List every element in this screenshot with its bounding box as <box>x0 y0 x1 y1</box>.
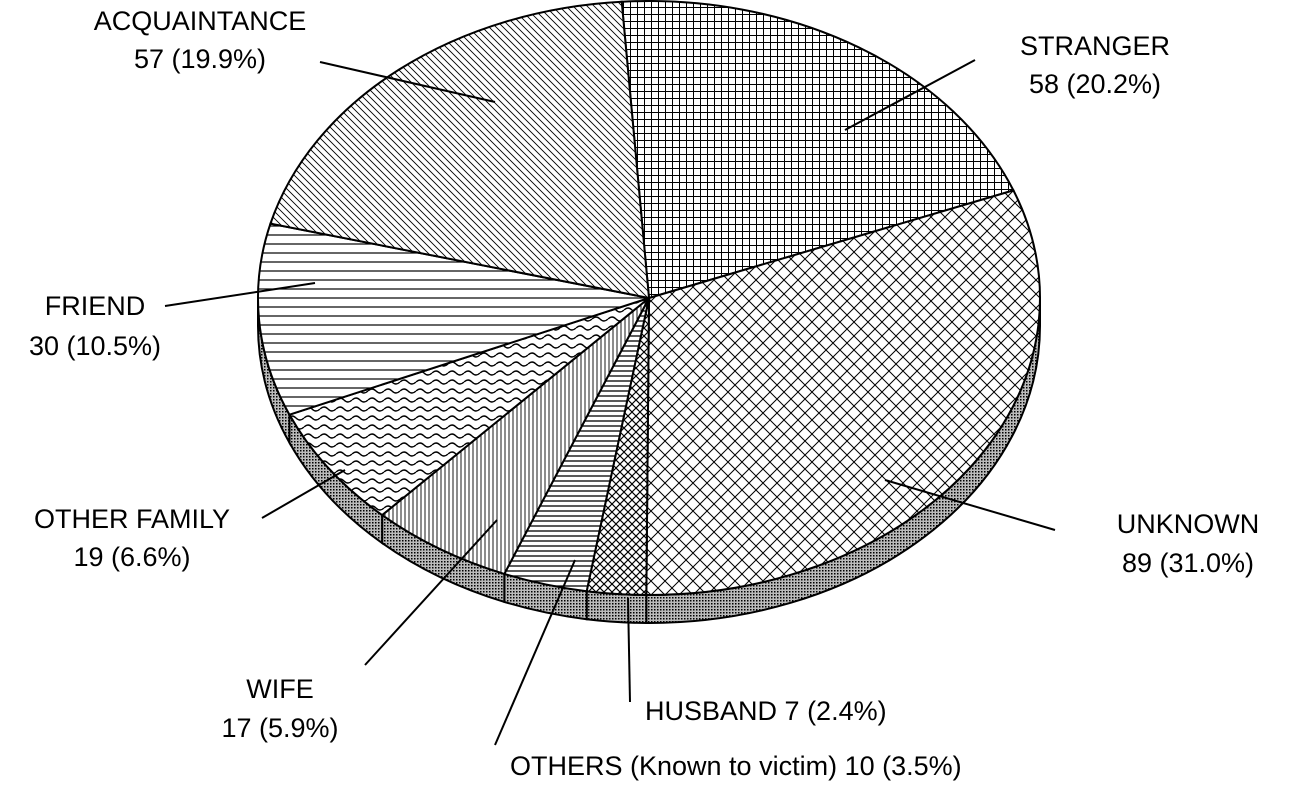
value-label: 58 (20.2%) <box>1029 69 1161 99</box>
slice <box>287 297 650 517</box>
leader-line <box>844 59 976 131</box>
value-label: 17 (5.9%) <box>221 713 338 743</box>
slice-label: HUSBAND 7 (2.4%) <box>645 696 887 726</box>
category-label: HUSBAND <box>645 696 777 726</box>
leader-line <box>319 61 496 103</box>
category-label: ACQUAINTANCE <box>94 6 307 36</box>
category-label: WIFE <box>246 674 314 704</box>
slice <box>269 0 651 300</box>
leader-line <box>364 519 498 666</box>
leader-line <box>261 469 346 519</box>
slice <box>380 297 650 576</box>
category-label: STRANGER <box>1020 31 1170 61</box>
labels: STRANGER 58 (20.2%) UNKNOWN 89 (31.0%) H… <box>29 6 1259 781</box>
slice <box>257 222 653 416</box>
value-label: 89 (31.0%) <box>1122 548 1254 578</box>
slice <box>620 0 1015 300</box>
category-label: FRIEND <box>45 291 146 321</box>
value-label: 57 (19.9%) <box>134 44 266 74</box>
slices <box>257 0 1041 624</box>
value-label: 10 (3.5%) <box>845 751 962 781</box>
category-label: OTHERS (Known to victim) <box>510 751 837 781</box>
leader-line <box>164 282 316 307</box>
leader-line <box>494 559 576 746</box>
leader-line <box>884 479 1056 531</box>
slice-label: OTHERS (Known to victim) 10 (3.5%) <box>510 751 962 781</box>
slice <box>645 189 1041 596</box>
category-label: OTHER FAMILY <box>34 504 230 534</box>
slice-side <box>585 590 648 624</box>
value-label: 19 (6.6%) <box>73 542 190 572</box>
leader-line <box>627 597 631 703</box>
value-label: 30 (10.5%) <box>29 331 161 361</box>
value-label: 7 (2.4%) <box>785 696 887 726</box>
category-label: UNKNOWN <box>1117 509 1260 539</box>
